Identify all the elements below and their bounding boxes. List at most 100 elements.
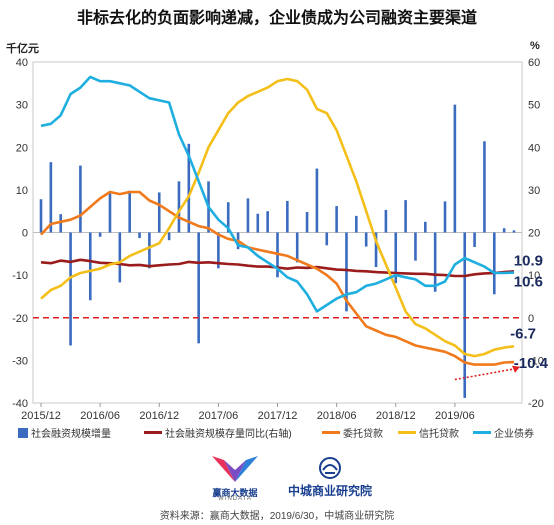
bar-increment: [325, 232, 329, 246]
legend-swatch-bond: [473, 431, 491, 434]
left-tick-label: -30: [12, 355, 28, 367]
windata-logo-mark: [212, 456, 258, 482]
bar-increment: [512, 230, 516, 233]
right-tick-label: 10: [528, 270, 540, 282]
bar-increment: [88, 232, 92, 301]
right-axis-unit: %: [530, 40, 540, 52]
bar-increment: [305, 212, 309, 233]
left-tick-label: -40: [12, 398, 28, 410]
x-tick-label: 2019/06: [435, 410, 475, 422]
annotation-trust-loans: -6.7: [510, 325, 536, 342]
legend-item-stock-yoy: 社会融资规模存量同比(右轴): [144, 425, 292, 440]
bar-increment: [157, 192, 161, 233]
bar-increment: [374, 232, 378, 268]
bar-increment: [443, 201, 447, 233]
legend-swatch-entrusted: [322, 431, 340, 434]
research-institute-logo: 中城商业研究院: [265, 456, 395, 498]
right-tick-label: -10: [528, 355, 544, 367]
bar-increment: [246, 198, 250, 233]
right-tick-label: 20: [528, 228, 540, 240]
bar-increment: [414, 232, 417, 261]
windata-logo: 赢商大数据 WINDATA: [200, 452, 270, 502]
legend-swatch-bars: [18, 428, 28, 438]
bar-increment: [433, 232, 437, 292]
research-institute-name: 中城商业研究院: [287, 484, 372, 498]
legend-item-entrusted: 委托贷款: [322, 425, 383, 440]
legend-label-bars: 社会融资规模增量: [31, 429, 111, 440]
line-trust-loans: [40, 77, 515, 358]
bar-increment: [59, 214, 63, 233]
annotation-arrow-head: [512, 365, 520, 373]
bar-increment: [98, 232, 102, 237]
bar-increment: [483, 141, 486, 233]
bar-increment: [256, 213, 260, 233]
x-tick-label: 2018/12: [376, 410, 416, 422]
bar-increment: [148, 232, 151, 269]
line-corporate-bonds: [40, 75, 515, 313]
bar-increment: [39, 199, 43, 233]
bar-increment: [138, 232, 141, 239]
right-tick-label: 50: [528, 100, 540, 112]
bar-increment: [492, 232, 496, 295]
bar-increment: [473, 232, 476, 247]
right-tick-label: 0: [528, 313, 534, 325]
bar-increment: [335, 206, 338, 233]
bar-increment: [49, 162, 53, 233]
bar-increment: [226, 202, 230, 233]
bar-increment: [394, 232, 398, 284]
bar-increment: [217, 232, 220, 269]
bar-increment: [69, 232, 72, 346]
legend-item-bars: 社会融资规模增量: [18, 425, 111, 440]
left-tick-label: 40: [16, 57, 28, 69]
bar-increment: [128, 190, 131, 233]
x-tick-label: 2018/06: [317, 410, 357, 422]
left-tick-label: -20: [12, 313, 28, 325]
left-tick-label: 20: [16, 142, 28, 154]
chart-title: 非标去化的负面影响递减，企业债成为公司融资主要渠道: [76, 10, 477, 27]
chart-legend: 社会融资规模增量 社会融资规模存量同比(右轴) 委托贷款 信托贷款 企业债券: [18, 425, 548, 441]
bar-increment: [502, 228, 506, 233]
left-tick-label: 0: [22, 228, 28, 240]
bar-increment: [187, 143, 191, 233]
legend-swatch-stock-yoy: [144, 431, 162, 434]
bar-increment: [295, 232, 299, 263]
line-entrusted-loans: [40, 190, 515, 366]
bar-increment: [345, 232, 348, 312]
annotation-stock-yoy: 10.9: [514, 252, 543, 269]
legend-swatch-trust: [398, 431, 416, 434]
legend-item-bond: 企业债券: [473, 425, 534, 440]
windata-logo-name: 赢商大数据: [212, 488, 258, 498]
x-tick-label: 2017/12: [258, 410, 298, 422]
bar-increment: [404, 200, 407, 233]
bar-increment: [266, 211, 269, 233]
bar-increment: [177, 181, 181, 233]
left-tick-label: 30: [16, 100, 28, 112]
bar-increment: [453, 104, 457, 233]
bar-increment: [424, 221, 427, 233]
legend-item-trust: 信托贷款: [398, 425, 459, 440]
right-tick-label: 40: [528, 142, 540, 154]
left-axis-unit: 千亿元: [6, 43, 39, 55]
right-tick-label: 60: [528, 57, 540, 69]
bar-increment: [364, 232, 368, 247]
bar-increment: [463, 232, 467, 398]
left-tick-label: 10: [16, 185, 28, 197]
annotation-corporate-bonds: 10.6: [514, 274, 543, 291]
bar-increment: [355, 215, 358, 233]
x-tick-label: 2017/06: [198, 410, 238, 422]
research-institute-emblem: [319, 457, 341, 479]
source-note: 资料来源：赢商大数据，2019/6/30，中城商业研究院: [159, 511, 395, 522]
legend-label-stock-yoy: 社会融资规模存量同比(右轴): [165, 429, 292, 440]
x-tick-label: 2016/06: [80, 410, 120, 422]
legend-label-entrusted: 委托贷款: [343, 429, 383, 440]
bar-increment: [384, 209, 388, 233]
right-tick-label: 30: [528, 185, 540, 197]
x-tick-label: 2016/12: [139, 410, 179, 422]
left-tick-label: -10: [12, 270, 28, 282]
annotation-entrusted-loans: -10.4: [514, 355, 549, 372]
bar-increment: [118, 232, 122, 283]
bar-increment: [108, 191, 112, 233]
right-tick-label: -20: [528, 398, 544, 410]
legend-label-bond: 企业债券: [494, 429, 534, 440]
